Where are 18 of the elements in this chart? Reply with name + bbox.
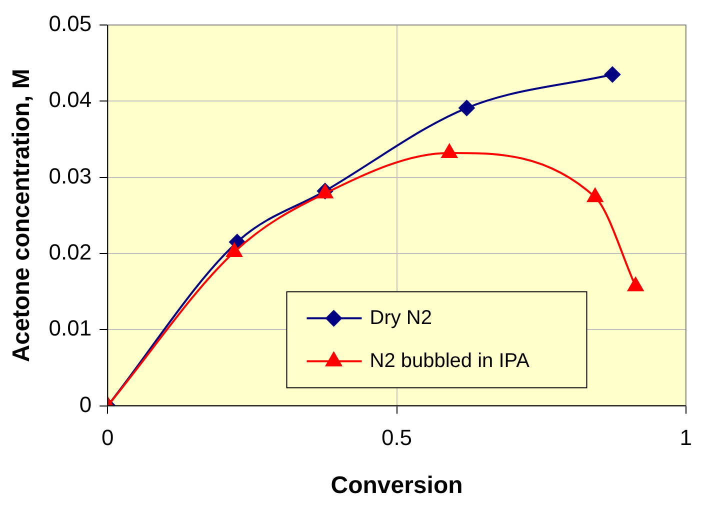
legend-label: N2 bubbled in IPA bbox=[370, 350, 530, 372]
y-tick-label: 0 bbox=[79, 392, 92, 417]
y-axis-title: Acetone concentration, M bbox=[8, 68, 36, 362]
x-tick-label: 1 bbox=[680, 425, 692, 450]
y-tick-label: 0.04 bbox=[48, 87, 92, 112]
x-tick-label: 0.5 bbox=[381, 425, 412, 450]
y-tick-label: 0.02 bbox=[48, 240, 92, 265]
point bbox=[441, 144, 458, 158]
y-tick-label: 0.03 bbox=[48, 163, 92, 188]
point bbox=[458, 100, 475, 116]
point bbox=[628, 277, 644, 292]
x-axis-title: Conversion bbox=[330, 472, 463, 500]
point bbox=[604, 66, 620, 83]
y-tick-label: 0.01 bbox=[48, 316, 92, 341]
legend-label: Dry N2 bbox=[370, 306, 432, 329]
x-tick-label: 0 bbox=[101, 425, 114, 450]
point bbox=[587, 188, 604, 202]
y-tick-label: 0.05 bbox=[48, 11, 92, 36]
